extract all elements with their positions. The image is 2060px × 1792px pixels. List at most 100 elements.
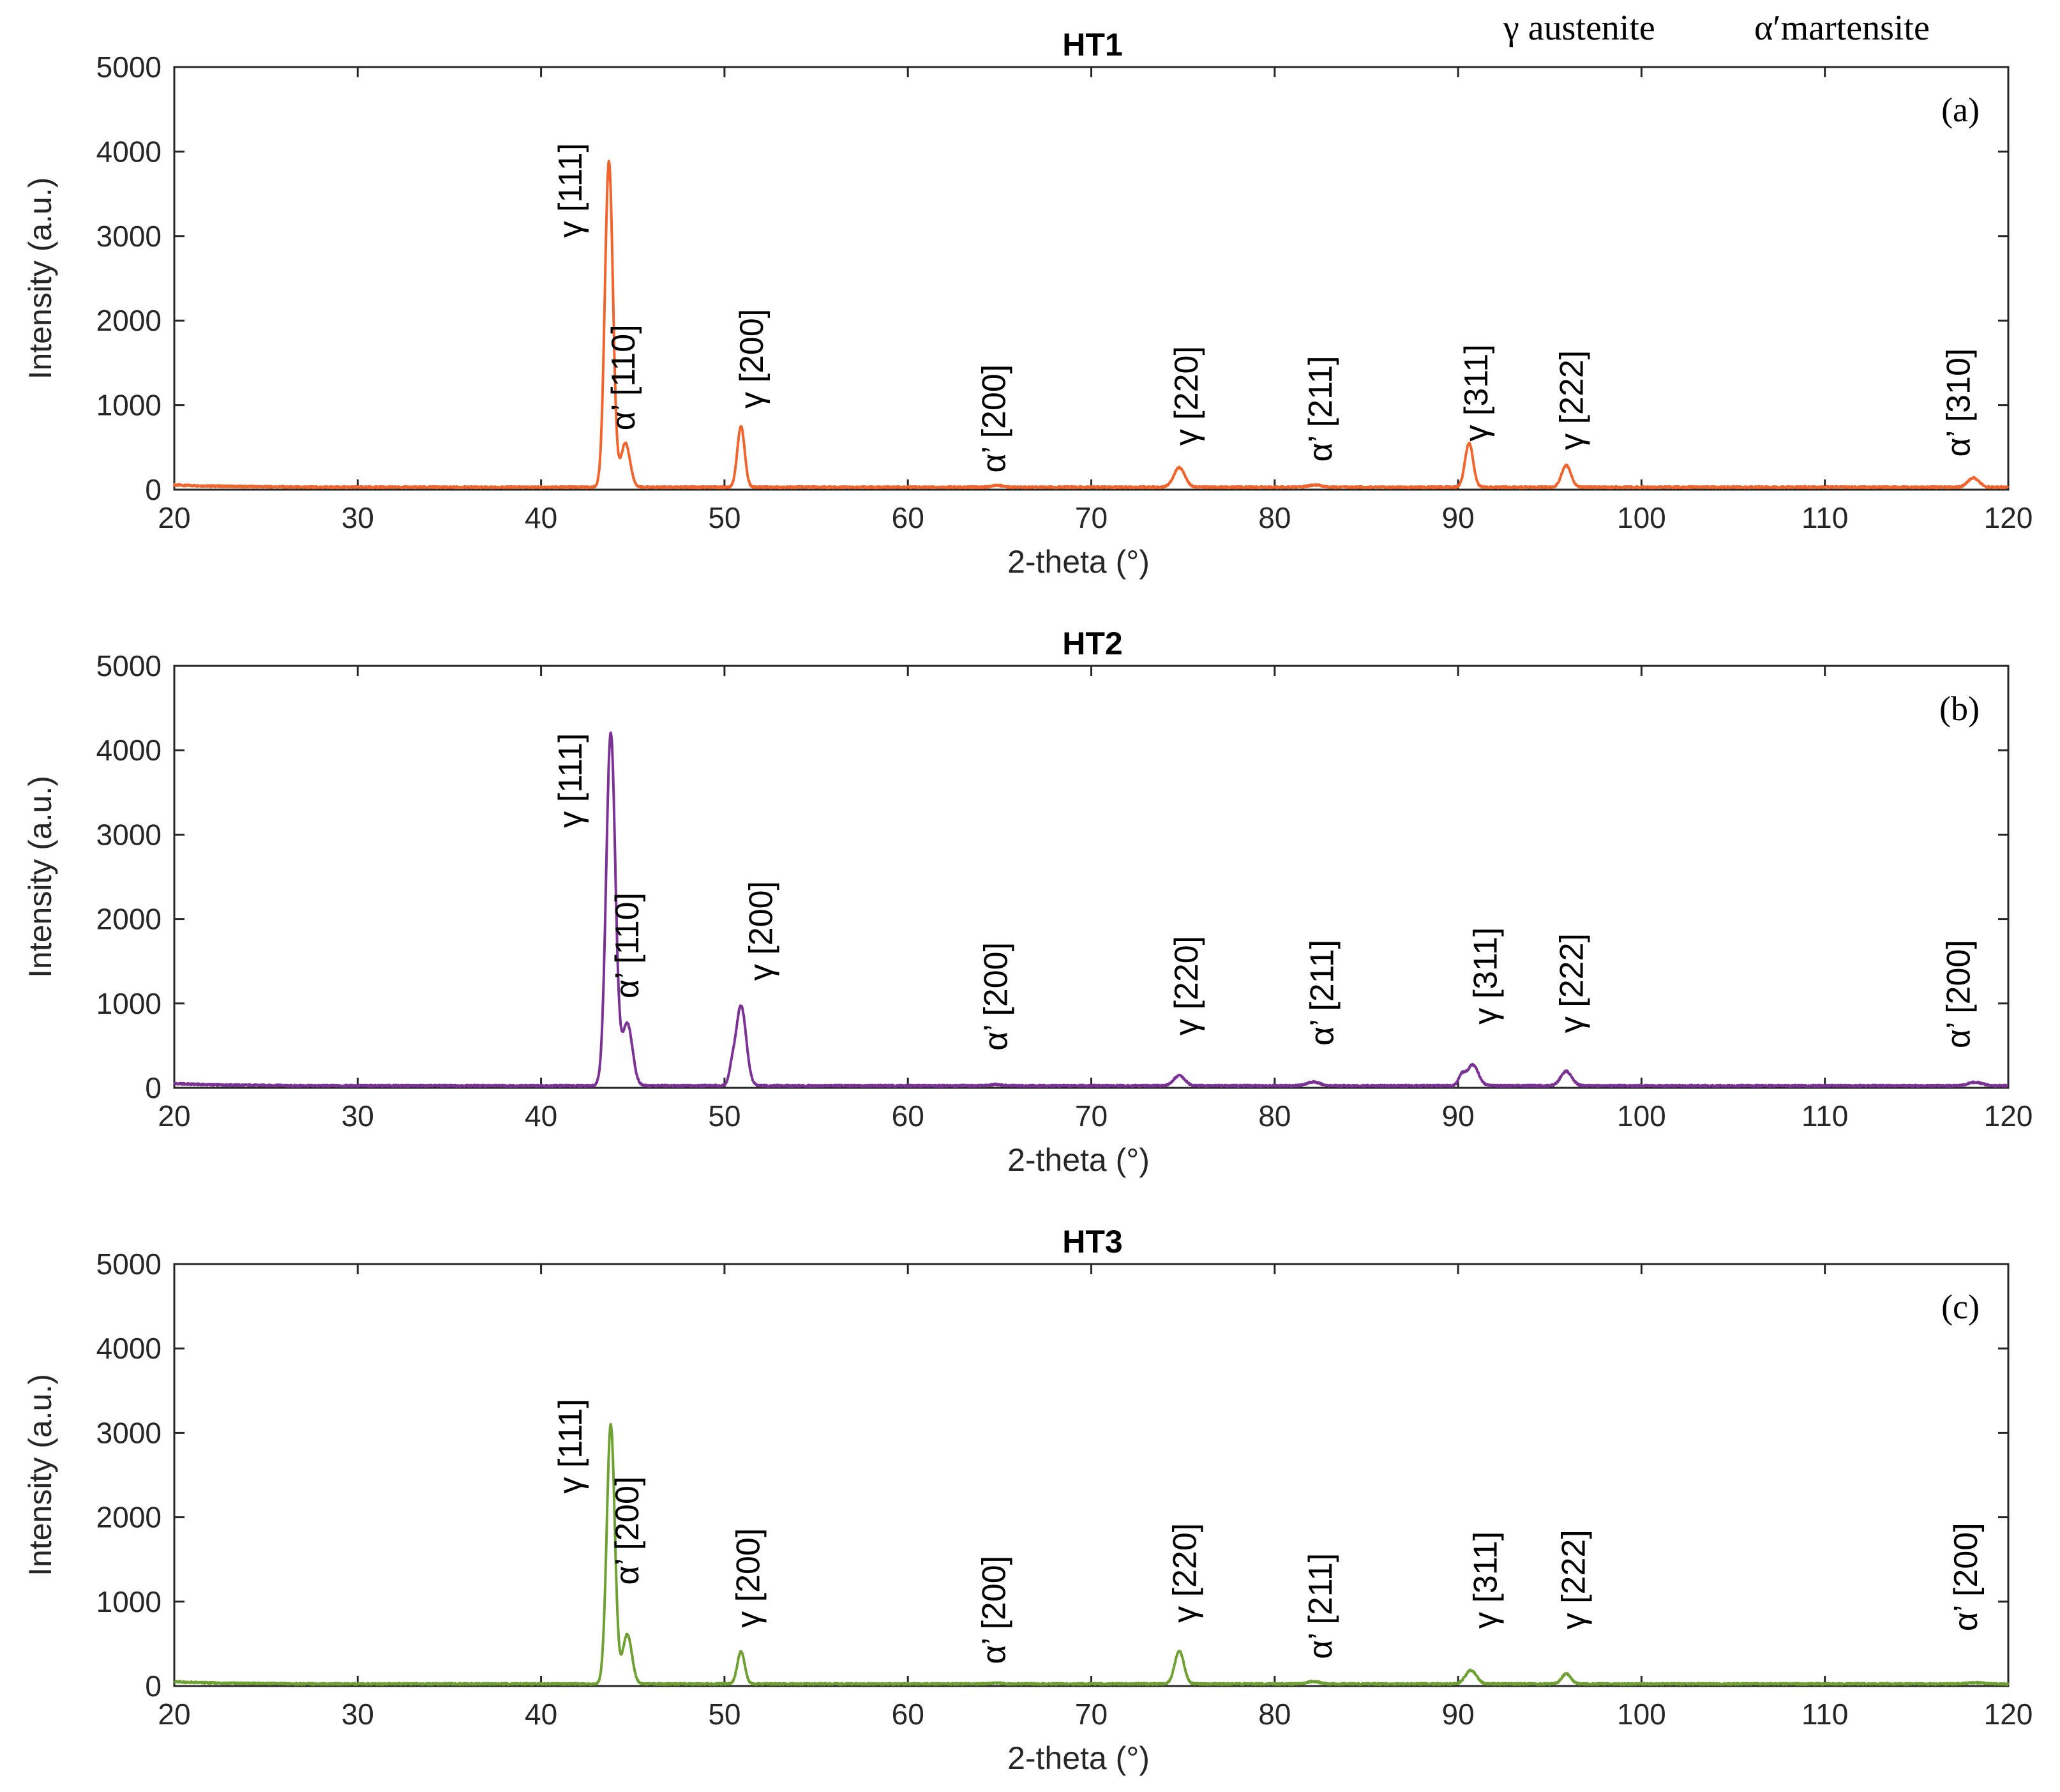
panel-label: (c)	[1941, 1288, 1980, 1326]
x-tick-label: 30	[342, 1698, 374, 1731]
y-axis-label: Intensity (a.u.)	[22, 177, 58, 380]
peak-label: γ [111]	[552, 143, 589, 237]
x-tick-label: 70	[1075, 1698, 1108, 1731]
x-tick-label: 110	[1801, 1099, 1848, 1133]
x-tick-label: 60	[892, 501, 924, 534]
peak-label: γ [220]	[1168, 936, 1205, 1035]
chart-title: HT2	[1062, 626, 1122, 661]
y-tick-label: 4000	[96, 1332, 162, 1365]
x-tick-label: 30	[342, 501, 374, 534]
peak-label: α’ [110]	[609, 892, 646, 998]
y-tick-label: 2000	[96, 1501, 162, 1534]
legend-austenite: γ austenite	[1503, 8, 1655, 48]
peak-label: α’ [200]	[1948, 1523, 1985, 1631]
chart-panels: 20 30 40 50 60 70 80 90 100 110 120010002000300040…	[22, 27, 2033, 1776]
peak-label: γ [220]	[1168, 346, 1205, 446]
peak-label: α’ [310]	[1941, 349, 1978, 457]
x-tick-label: 50	[708, 501, 741, 534]
x-tick-label: 100	[1617, 501, 1666, 534]
x-tick-label: 40	[525, 501, 557, 534]
x-tick-label: 110	[1801, 501, 1848, 534]
x-tick-label: 20	[158, 501, 190, 534]
y-axis-label: Intensity (a.u.)	[22, 776, 58, 978]
x-axis-label: 2-theta (°)	[1007, 1740, 1150, 1776]
y-tick-label: 4000	[96, 734, 162, 767]
y-tick-label: 0	[145, 473, 162, 506]
x-tick-label: 50	[708, 1099, 741, 1133]
y-tick-label: 5000	[96, 50, 162, 84]
x-tick-label: 40	[525, 1698, 557, 1731]
x-tick-label: 20	[158, 1099, 190, 1133]
chart-panel-1: 20 30 40 50 60 70 80 90 100 110 120 0 1000 2000 3000 40…	[22, 27, 2033, 580]
peak-label: γ [311]	[1467, 1532, 1504, 1629]
x-tick-label: 30	[342, 1099, 374, 1133]
peak-label: γ [200]	[730, 1528, 767, 1628]
x-tick-label: 60	[892, 1099, 924, 1133]
y-tick-label: 1000	[96, 1585, 162, 1618]
peak-label: γ [222]	[1555, 1530, 1592, 1629]
peak-label: α’ [211]	[1302, 356, 1339, 462]
peak-label: γ [111]	[552, 1399, 589, 1493]
peak-label: γ [220]	[1166, 1523, 1203, 1623]
x-tick-label: 70	[1075, 501, 1108, 534]
peak-label: α’ [200]	[1941, 940, 1978, 1048]
y-tick-label: 4000	[96, 135, 162, 168]
y-tick-label: 5000	[96, 1247, 162, 1281]
x-tick-label: 80	[1258, 1698, 1291, 1731]
chart-panel-3: 20 30 40 50 60 70 80 90 100 110 120 0 1000 2000 3000 40…	[22, 1224, 2033, 1776]
xrd-series-line	[173, 1422, 2010, 1686]
x-tick-label: 100	[1617, 1099, 1666, 1133]
x-axis-label: 2-theta (°)	[1007, 1142, 1150, 1178]
y-tick-label: 1000	[96, 389, 162, 422]
y-axis-label: Intensity (a.u.)	[22, 1374, 58, 1576]
plot-frame	[173, 665, 2010, 1089]
peak-label: γ [222]	[1553, 933, 1590, 1033]
chart-title: HT1	[1062, 27, 1122, 63]
x-tick-label: 50	[708, 1698, 741, 1731]
plot-frame	[173, 1263, 2010, 1687]
peak-label: γ [222]	[1553, 350, 1590, 450]
x-tick-label: 80	[1258, 1099, 1291, 1133]
x-tick-label: 70	[1075, 1099, 1108, 1133]
panel-label: (a)	[1941, 91, 1980, 129]
x-tick-label: 20	[158, 1698, 190, 1731]
y-tick-label: 5000	[96, 649, 162, 682]
peak-label: γ [311]	[1458, 344, 1495, 441]
peak-label: α’ [200]	[976, 365, 1013, 473]
chart-title: HT3	[1062, 1224, 1122, 1260]
plot-frame	[173, 66, 2010, 491]
y-tick-label: 1000	[96, 987, 162, 1020]
peak-label: α’ [211]	[1304, 940, 1341, 1046]
y-tick-label: 3000	[96, 220, 162, 253]
panel-label: (b)	[1939, 689, 1980, 728]
legend-martensite: α′martensite	[1754, 8, 1930, 48]
x-tick-label: 40	[525, 1099, 557, 1133]
x-tick-label: 120	[1984, 1698, 2033, 1731]
peak-label: α’ [200]	[976, 1556, 1013, 1664]
peak-label: γ [200]	[733, 309, 771, 409]
y-tick-label: 3000	[96, 1416, 162, 1449]
peak-label: α’ [211]	[1302, 1553, 1339, 1659]
y-tick-label: 0	[145, 1669, 162, 1703]
xrd-series-line	[173, 731, 2010, 1088]
x-tick-label: 90	[1442, 501, 1475, 534]
x-tick-label: 120	[1984, 501, 2033, 534]
peak-label: α’ [200]	[609, 1477, 646, 1585]
x-tick-label: 110	[1801, 1698, 1848, 1731]
x-tick-label: 90	[1442, 1698, 1475, 1731]
peak-label: α’ [110]	[605, 324, 642, 430]
xrd-series-line	[173, 160, 2010, 490]
peak-label: α’ [200]	[977, 942, 1014, 1051]
x-tick-label: 120	[1984, 1099, 2033, 1133]
x-tick-label: 100	[1617, 1698, 1666, 1731]
peak-label: γ [111]	[552, 733, 589, 827]
x-tick-label: 80	[1258, 501, 1291, 534]
y-tick-label: 2000	[96, 903, 162, 936]
x-tick-label: 90	[1442, 1099, 1475, 1133]
y-tick-label: 2000	[96, 304, 162, 337]
x-axis-label: 2-theta (°)	[1007, 544, 1150, 580]
chart-panel-2: 20 30 40 50 60 70 80 90 100 110 120 0 1000 2000 3000 40…	[22, 626, 2033, 1178]
x-tick-label: 60	[892, 1698, 924, 1731]
peak-label: γ [311]	[1467, 928, 1504, 1025]
